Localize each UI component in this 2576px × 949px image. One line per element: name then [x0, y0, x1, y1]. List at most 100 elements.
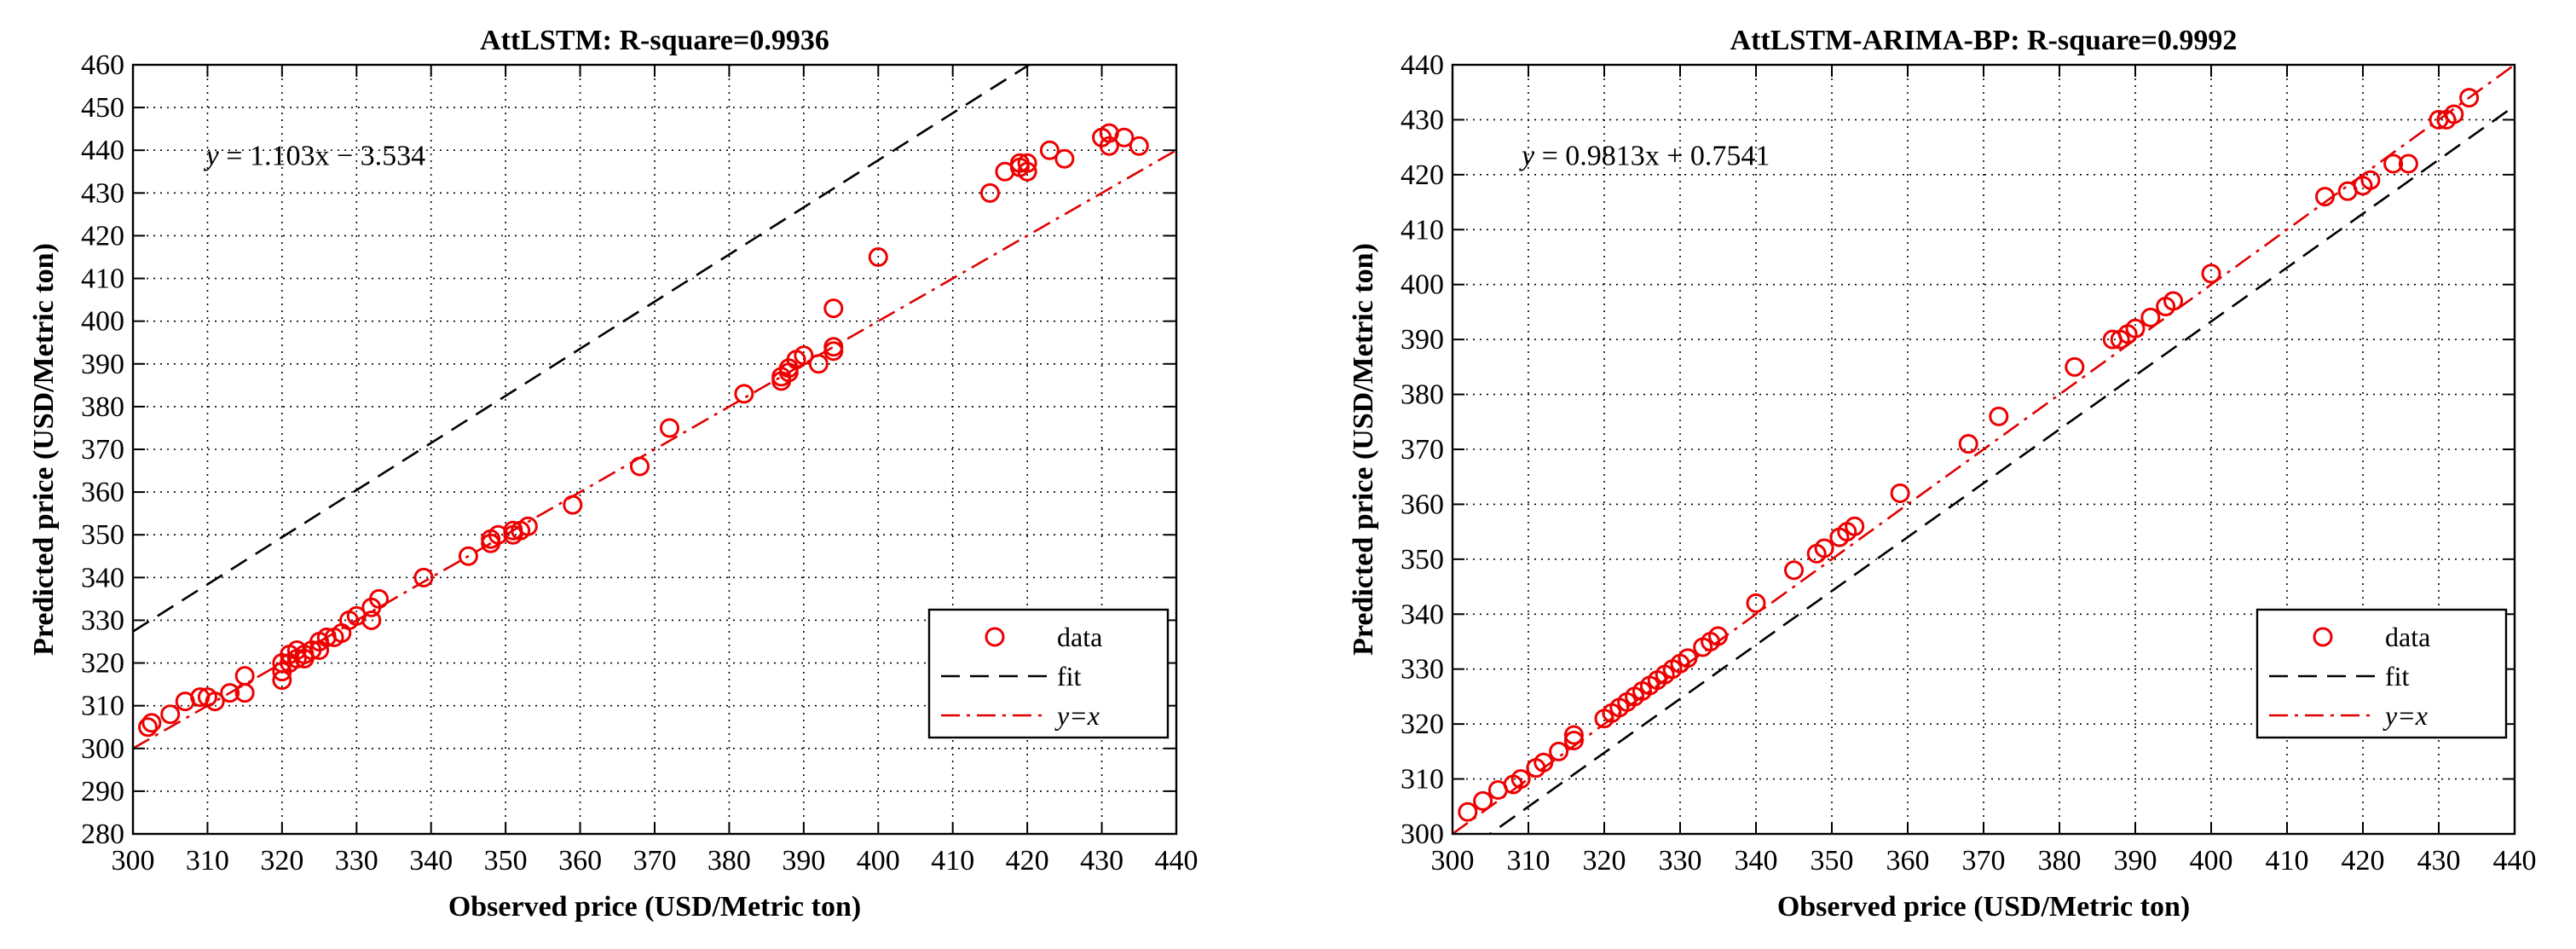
y-tick-label: 330: [81, 605, 124, 636]
y-tick-label: 410: [1401, 214, 1444, 246]
x-tick-label: 410: [2266, 845, 2309, 877]
lines: [1453, 65, 2515, 834]
data-point: [1845, 516, 1865, 536]
legend-fit-label: fit: [2385, 661, 2410, 691]
data-point: [563, 495, 583, 515]
data-point: [137, 717, 158, 738]
y-tick-label: 310: [1401, 764, 1444, 796]
data-point: [2383, 153, 2404, 174]
data-points: [137, 123, 1149, 738]
data-point: [1510, 769, 1531, 790]
x-tick-label: 380: [2038, 845, 2082, 877]
y-tick-label: 320: [81, 648, 124, 680]
y-tick-label: 410: [81, 263, 124, 295]
x-tick-label: 440: [2493, 845, 2537, 877]
x-tick-label: 350: [1811, 845, 1854, 877]
y-tick-label: 400: [1401, 269, 1444, 301]
x-tick-label: 310: [186, 845, 229, 877]
y-tick-label: 340: [81, 562, 124, 593]
y-tick-label: 450: [81, 92, 124, 124]
data-point: [369, 588, 390, 609]
y-axis-label: Predicted price (USD/Metric ton): [28, 243, 60, 656]
y-tick-label: 420: [1401, 159, 1444, 191]
x-tick-label: 360: [558, 845, 602, 877]
y-tick-label: 360: [81, 477, 124, 508]
data-point: [142, 713, 162, 733]
data-point: [205, 691, 225, 712]
y-tick-label: 360: [1401, 489, 1444, 520]
x-tick-label: 360: [1886, 845, 1930, 877]
y-tick-label: 390: [81, 349, 124, 380]
y-tick-label: 300: [81, 733, 124, 765]
ticks: 300 310 320 330 340 350 360 370 380 390 400 410 420 4…: [1401, 49, 2537, 877]
legend-identity-label: y=x: [2383, 700, 2428, 731]
x-tick-label: 340: [1735, 845, 1778, 877]
data-point: [823, 337, 844, 357]
data-point: [1054, 148, 1075, 169]
data-point: [1017, 153, 1037, 173]
data-point: [1039, 140, 1060, 160]
data-point: [160, 704, 181, 725]
data-point: [1099, 136, 1119, 156]
data-point: [1458, 801, 1478, 822]
data-point: [2201, 263, 2221, 284]
legend: data fit y=x: [927, 608, 1170, 739]
data-point: [1533, 752, 1554, 773]
y-tick-label: 370: [1401, 434, 1444, 466]
y-tick-label: 370: [81, 434, 124, 466]
x-tick-label: 390: [2114, 845, 2157, 877]
y-tick-label: 350: [81, 519, 124, 551]
x-tick-label: 330: [335, 845, 378, 877]
data-point: [1549, 741, 1569, 761]
y-axis-label: Predicted price (USD/Metric ton): [1348, 243, 1379, 656]
x-tick-label: 420: [2342, 845, 2385, 877]
data-point: [1678, 648, 1698, 668]
data-point: [823, 298, 844, 319]
legend-data-label: data: [2385, 622, 2430, 652]
data-point: [2360, 170, 2381, 190]
lines: [133, 65, 1176, 749]
data-point: [2125, 318, 2146, 339]
data-point: [361, 610, 382, 630]
legend-box: [2255, 608, 2508, 739]
data-point: [2140, 307, 2161, 327]
x-tick-label: 350: [484, 845, 528, 877]
y-tick-label: 390: [1401, 324, 1444, 356]
data-point: [1017, 161, 1037, 182]
fit-equation: y = 1.103x − 3.534: [204, 140, 425, 171]
data-point: [517, 516, 538, 536]
data-point: [734, 384, 754, 404]
x-tick-label: 400: [2190, 845, 2233, 877]
x-tick-label: 330: [1659, 845, 1702, 877]
legend-fit-label: fit: [1057, 661, 1082, 691]
y-tick-label: 440: [1401, 49, 1444, 81]
y-tick-label: 320: [1401, 709, 1444, 740]
chart-title: AttLSTM-ARIMA-BP: R-square=0.9992: [1730, 25, 2238, 56]
data-point: [1746, 593, 1766, 613]
x-tick-label: 380: [708, 845, 751, 877]
data-point: [979, 182, 1000, 203]
legend-box: [927, 608, 1170, 739]
x-tick-label: 430: [1080, 845, 1123, 877]
x-tick-label: 400: [857, 845, 900, 877]
data-point: [2065, 356, 2085, 377]
data-point: [2444, 104, 2464, 124]
data-point: [1563, 730, 1584, 750]
data-point: [2163, 291, 2183, 311]
x-tick-label: 420: [1006, 845, 1049, 877]
data-point: [1958, 434, 1978, 454]
data-point: [1563, 725, 1584, 745]
y-tick-label: 420: [81, 220, 124, 252]
data-point: [2459, 88, 2480, 108]
data-point: [220, 683, 240, 703]
data-point: [2315, 187, 2335, 207]
data-point: [1473, 790, 1493, 811]
identity-line: [1453, 65, 2515, 834]
data-point: [1814, 538, 1834, 558]
data-point: [458, 546, 478, 566]
y-tick-label: 340: [1401, 599, 1444, 630]
data-point: [1989, 406, 2009, 426]
fit-equation: y = 0.9813x + 0.7541: [1519, 140, 1770, 171]
